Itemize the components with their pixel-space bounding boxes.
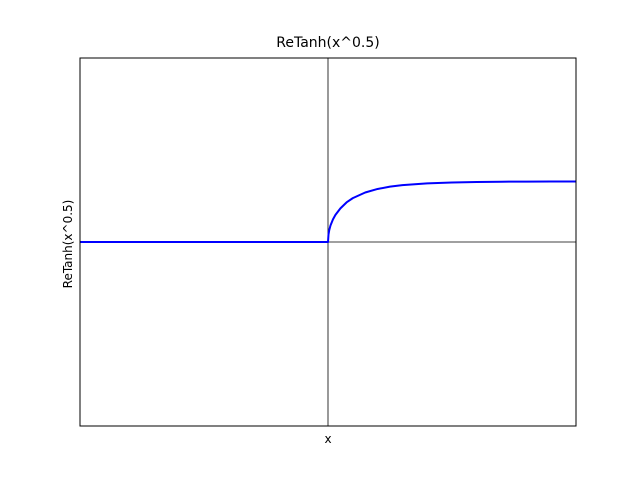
x-axis-label: x xyxy=(324,432,332,446)
series-line-0 xyxy=(80,180,577,243)
plot-frame xyxy=(79,57,577,427)
series-layer xyxy=(80,180,577,243)
chart-title: ReTanh(x^0.5) xyxy=(276,35,380,51)
y-axis-label: ReTanh(x^0.5) xyxy=(61,199,75,289)
